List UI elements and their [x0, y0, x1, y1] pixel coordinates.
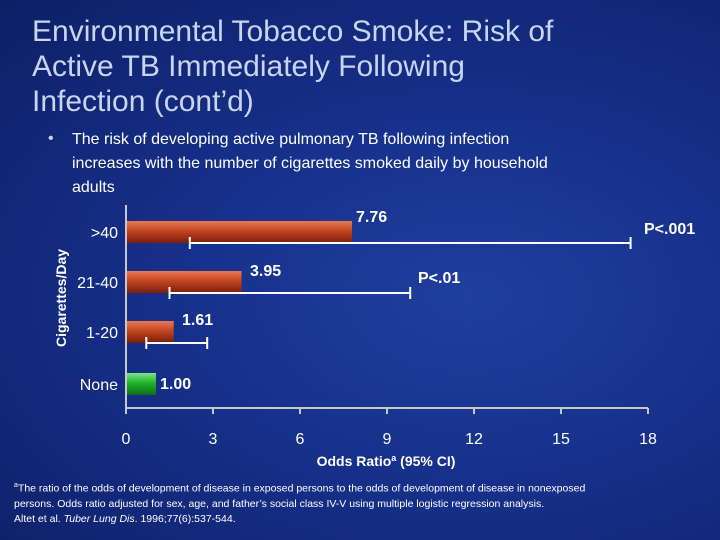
y-axis-label: Cigarettes/Day — [53, 249, 69, 347]
citation-details: . 1996;77(6):537-544. — [134, 512, 236, 525]
title-line: Active TB Immediately Following — [32, 50, 465, 83]
bullet-icon: • — [48, 130, 54, 147]
footnote-line-3: Altet et al. Tuber Lung Dis. 1996;77(6):… — [14, 512, 714, 527]
title-line: Environmental Tobacco Smoke: Risk of — [32, 15, 554, 48]
category-label: 21-40 — [77, 275, 118, 292]
bullet-text: The risk of developing active pulmonary … — [72, 128, 692, 200]
footnote-marker: a — [14, 482, 18, 489]
bullet-line: adults — [72, 179, 115, 196]
x-tick-label: 9 — [383, 431, 392, 448]
x-tick-label: 12 — [465, 431, 483, 448]
x-axis-label: Odds Ratioa (95% CI) — [317, 453, 456, 469]
p-value-annotation: P<.001 — [644, 221, 695, 238]
value-label: 1.00 — [160, 376, 191, 393]
x-tick-label: 15 — [552, 431, 570, 448]
value-label: 1.61 — [182, 312, 213, 329]
odds-ratio-bar — [127, 221, 353, 243]
odds-ratio-bar — [127, 321, 174, 343]
reference-bar — [127, 373, 156, 395]
x-tick-label: 18 — [639, 431, 657, 448]
bullet-line: increases with the number of cigarettes … — [72, 155, 548, 172]
footnote-text: The ratio of the odds of development of … — [17, 482, 586, 495]
x-tick-label: 3 — [209, 431, 218, 448]
category-label: 1-20 — [86, 325, 118, 342]
x-tick-label: 0 — [122, 431, 131, 448]
category-label: None — [80, 377, 118, 394]
footnote-line-1: aThe ratio of the odds of development of… — [14, 478, 714, 497]
value-label: 7.76 — [356, 209, 387, 226]
p-value-annotation: P<.01 — [418, 270, 460, 287]
citation-journal: Tuber Lung Dis — [63, 512, 135, 525]
bullet-line: The risk of developing active pulmonary … — [72, 131, 510, 148]
footnote-line-2: persons. Odds ratio adjusted for sex, ag… — [14, 497, 545, 510]
footnote: aThe ratio of the odds of development of… — [14, 478, 714, 527]
category-label: >40 — [91, 225, 118, 242]
slide-title: Environmental Tobacco Smoke: Risk of Act… — [32, 14, 702, 119]
x-tick-label: 6 — [296, 431, 305, 448]
citation-authors: Altet et al. — [14, 512, 64, 525]
title-line: Infection (cont’d) — [32, 85, 254, 118]
value-label: 3.95 — [250, 263, 281, 280]
odds-ratio-bar — [127, 271, 242, 293]
